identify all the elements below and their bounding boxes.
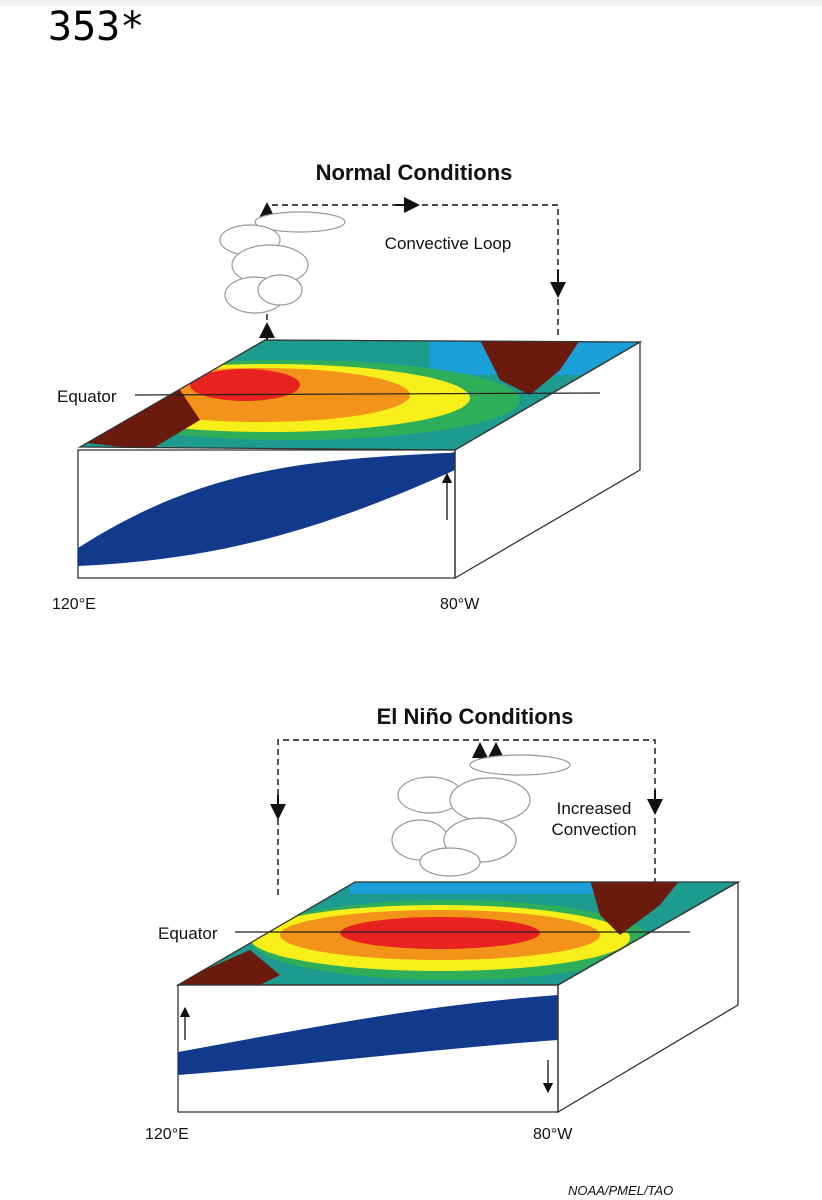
cloud [391, 754, 571, 877]
normal-panel: Normal Conditions Convective Loop Equato… [52, 160, 643, 613]
equator-label: Equator [158, 924, 218, 943]
convective-loop [277, 739, 656, 895]
elnino-panel: El Niño Conditions Increased Convection … [145, 704, 741, 1143]
equator-label: Equator [57, 387, 117, 406]
longitude-label: 120°E [145, 1126, 189, 1143]
longitude-label: 80°W [533, 1126, 573, 1143]
panel-title: Normal Conditions [316, 160, 513, 185]
header-title: 353* [48, 4, 144, 50]
convection-label: Increased [557, 799, 632, 818]
credit: NOAA/PMEL/TAO [568, 1183, 673, 1198]
thermocline [178, 995, 558, 1075]
panel-title: El Niño Conditions [377, 704, 574, 729]
longitude-label: 120°E [52, 596, 96, 613]
cloud [219, 211, 346, 314]
longitude-label: 80°W [440, 596, 480, 613]
convection-label: Convection [551, 820, 636, 839]
thermocline [78, 453, 455, 566]
top-band [0, 0, 822, 6]
loop-label: Convective Loop [385, 234, 512, 253]
